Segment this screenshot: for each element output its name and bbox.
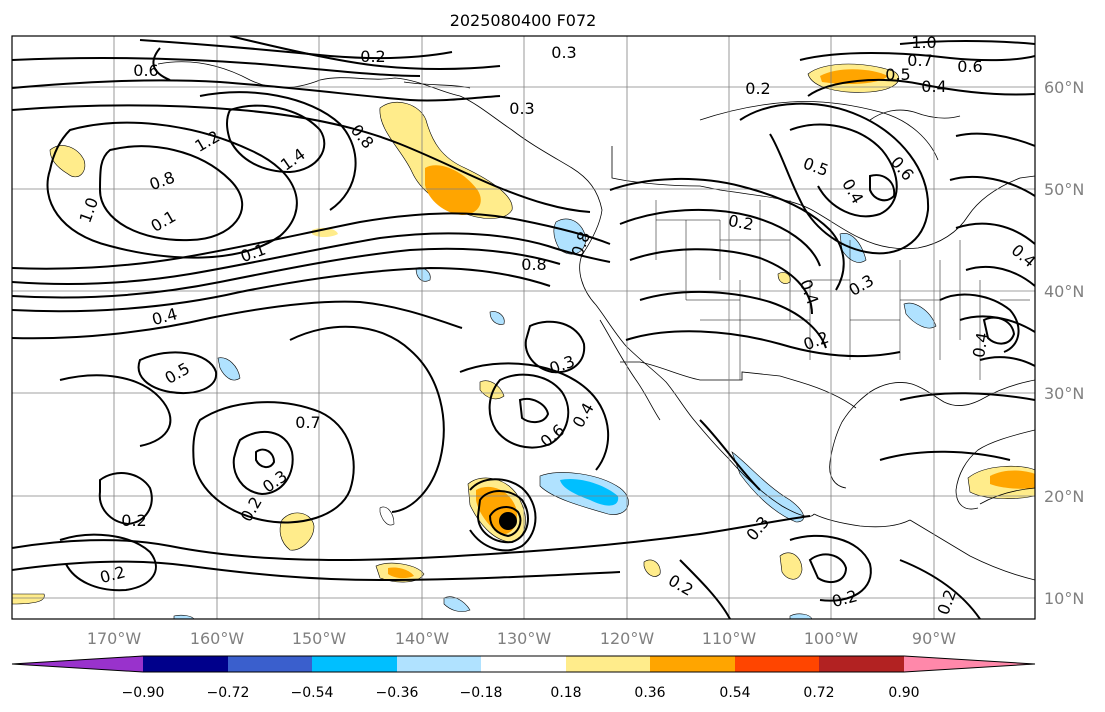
contour-label: 0.4 xyxy=(969,331,992,359)
colorbar-tick-label: −0.54 xyxy=(291,685,334,701)
contour-label: 0.2 xyxy=(360,47,385,66)
longitude-label: 100°W xyxy=(804,629,859,648)
shade-positive xyxy=(990,470,1035,489)
shade-negative xyxy=(173,614,195,619)
shade-negative xyxy=(217,357,241,381)
colorbar-tick-label: 0.54 xyxy=(719,685,750,701)
shade-negative xyxy=(789,613,813,619)
colorbar-tick-label: 0.72 xyxy=(803,685,834,701)
longitude-label: 110°W xyxy=(702,629,757,648)
latitude-axis: 60°N 50°N 40°N 30°N 20°N 10°N xyxy=(1044,78,1084,608)
shade-negative xyxy=(489,311,505,325)
contour-label: 0.6 xyxy=(957,57,982,76)
colorbar-segment xyxy=(228,656,312,672)
latitude-label: 20°N xyxy=(1044,487,1084,506)
colorbar-outline xyxy=(11,655,1036,673)
shade-positive xyxy=(388,567,414,579)
longitude-label: 140°W xyxy=(395,629,450,648)
contour-lines xyxy=(12,36,1035,619)
state-borders xyxy=(655,200,1030,380)
colorbar-segment xyxy=(12,656,143,672)
shade-positive xyxy=(779,552,803,580)
colorbar-ticks: −0.90 −0.72 −0.54 −0.36 −0.18 0.18 0.36 … xyxy=(122,685,920,701)
colorbar-tick-label: −0.18 xyxy=(460,685,503,701)
contour-label: 0.3 xyxy=(509,99,534,118)
shade-negative xyxy=(379,506,395,526)
shade-negative xyxy=(443,596,471,612)
longitude-label: 150°W xyxy=(292,629,347,648)
longitude-axis: 170°W 160°W 150°W 140°W 130°W 120°W 110°… xyxy=(87,629,956,648)
colorbar-tick-label: 0.18 xyxy=(550,685,581,701)
colorbar-segment xyxy=(312,656,397,672)
contour-label: 0.7 xyxy=(907,51,932,70)
colorbar-tick-label: −0.36 xyxy=(376,685,419,701)
contour-label: 1.0 xyxy=(911,33,936,52)
contour-label: 0.5 xyxy=(885,65,910,84)
latitude-label: 10°N xyxy=(1044,589,1084,608)
contour-label: 0.7 xyxy=(295,413,320,432)
colorbar-segment xyxy=(481,656,566,672)
colorbar-tick-label: −0.72 xyxy=(207,685,250,701)
colorbar-segment xyxy=(735,656,819,672)
contour-label: 0.4 xyxy=(921,77,946,96)
colorbar-segment xyxy=(650,656,735,672)
contour-label: 0.2 xyxy=(121,511,146,530)
shade-positive xyxy=(425,165,481,215)
longitude-label: 170°W xyxy=(87,629,142,648)
shade-negative xyxy=(553,218,587,255)
shade-positive xyxy=(643,559,661,577)
figure-title: 2025080400 F072 xyxy=(450,11,597,30)
colorbar-segment xyxy=(566,656,650,672)
colorbar-tick-label: 0.90 xyxy=(888,685,919,701)
colorbar-tick-label: −0.90 xyxy=(122,685,165,701)
colorbar-segment xyxy=(904,656,1035,672)
coastlines xyxy=(157,61,1035,581)
latitude-label: 40°N xyxy=(1044,282,1084,301)
shade-negative xyxy=(560,478,619,506)
colorbar-segment xyxy=(819,656,904,672)
longitude-label: 90°W xyxy=(912,629,956,648)
contour-label: 0.2 xyxy=(727,211,755,234)
contour-label: 0.8 xyxy=(521,255,546,274)
shade-positive xyxy=(479,380,505,400)
longitude-label: 160°W xyxy=(190,629,245,648)
longitude-label: 130°W xyxy=(497,629,552,648)
map-border xyxy=(11,35,1036,620)
latitude-label: 30°N xyxy=(1044,384,1084,403)
storm-center-marker xyxy=(499,512,517,530)
longitude-label: 120°W xyxy=(600,629,655,648)
colorbar-segment xyxy=(397,656,481,672)
colorbar xyxy=(11,655,1036,673)
contour-label: 0.6 xyxy=(133,61,158,80)
shade-positive xyxy=(379,102,513,219)
latitude-label: 50°N xyxy=(1044,180,1084,199)
shade-negative xyxy=(903,302,937,329)
colorbar-tick-label: 0.36 xyxy=(634,685,665,701)
shade-positive xyxy=(49,145,86,178)
latitude-label: 60°N xyxy=(1044,78,1084,97)
contour-label: 0.2 xyxy=(745,79,770,98)
contour-label: 0.3 xyxy=(551,43,576,62)
colorbar-segment xyxy=(143,656,228,672)
map-panel: 0.6 0.2 0.3 1.0 0.7 0.6 0.5 0.4 0.2 0.3 … xyxy=(11,33,1036,620)
shaded-anomalies xyxy=(12,63,1035,619)
